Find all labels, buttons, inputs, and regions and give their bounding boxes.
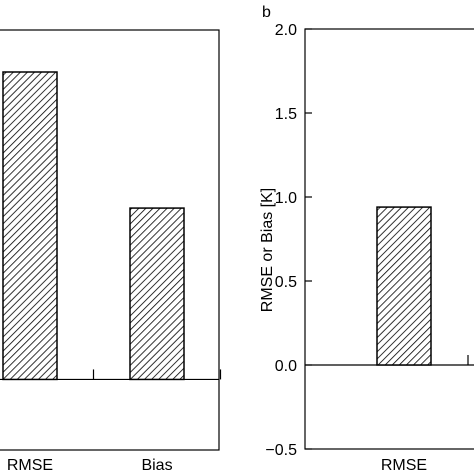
bar: [129, 207, 185, 381]
plot-frame: [304, 28, 474, 450]
plot-frame: [0, 29, 220, 451]
bar: [376, 206, 432, 366]
y-tick-label: 1.5: [275, 106, 297, 123]
y-tick-label: 2.0: [275, 22, 297, 39]
y-tick-label: 1.0: [275, 190, 297, 207]
y-tick-label: 0.5: [275, 274, 297, 291]
bar: [2, 71, 58, 381]
x-tick-label: Bias: [141, 457, 172, 474]
y-tick-label: −0.5: [265, 442, 297, 459]
x-tick-label: RMSE: [7, 457, 53, 474]
x-tick-label: RMSE: [381, 457, 427, 474]
y-axis-label: RMSE or Bias [K]: [259, 188, 276, 312]
y-tick-label: 0.0: [275, 358, 297, 375]
panel-label: b: [262, 4, 271, 21]
